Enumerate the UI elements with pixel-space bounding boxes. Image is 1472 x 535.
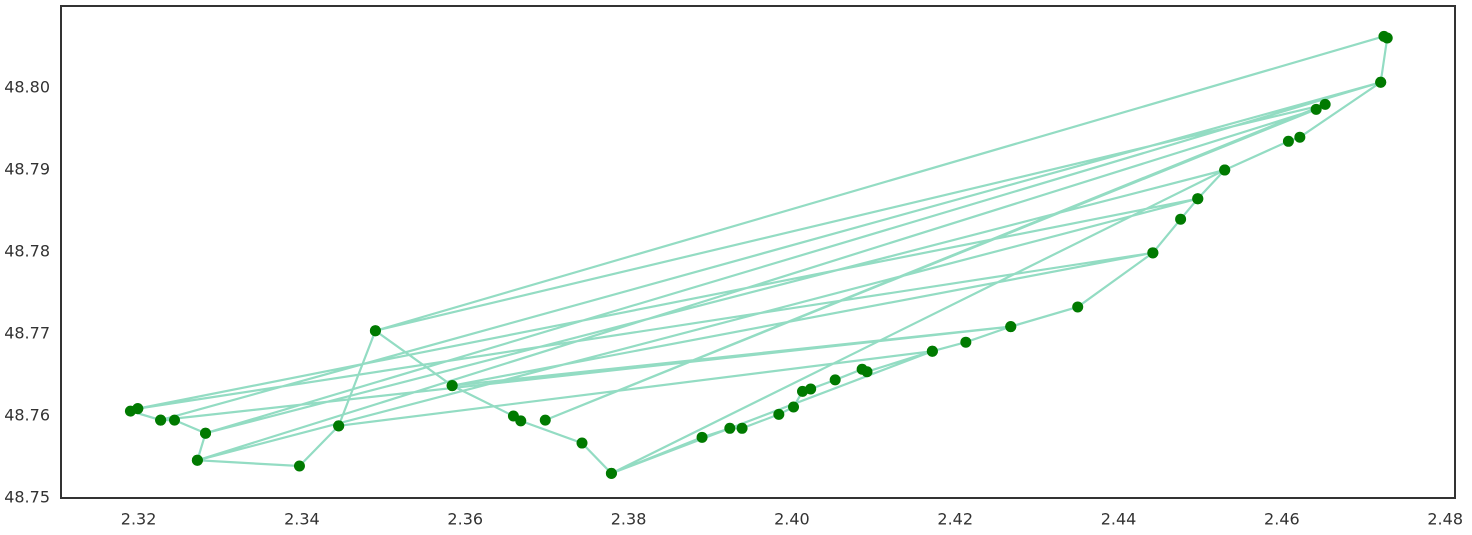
x-tick-label: 2.42 (937, 510, 973, 529)
marker (333, 420, 345, 432)
x-tick-label: 2.48 (1427, 510, 1463, 529)
marker (926, 345, 938, 357)
marker (736, 422, 748, 434)
marker (805, 383, 817, 395)
marker (724, 422, 736, 434)
marker (169, 414, 181, 426)
marker (132, 403, 144, 415)
marker (773, 408, 785, 420)
marker (1175, 213, 1187, 225)
x-tick-label: 2.46 (1264, 510, 1300, 529)
marker (1005, 321, 1017, 333)
marker (1192, 193, 1204, 205)
marker (1319, 98, 1331, 110)
marker (829, 374, 841, 386)
plot-frame (60, 5, 1456, 499)
line (126, 35, 1389, 475)
x-tick-label: 2.36 (447, 510, 483, 529)
marker (1378, 30, 1390, 42)
y-tick-label: 48.77 (4, 324, 50, 343)
marker (191, 454, 203, 466)
y-tick-label: 48.80 (4, 78, 50, 97)
marker (1282, 135, 1294, 147)
x-tick-label: 2.34 (284, 510, 320, 529)
marker (1294, 131, 1306, 143)
x-tick-label: 2.32 (121, 510, 157, 529)
marker (605, 467, 617, 479)
marker (155, 414, 167, 426)
y-tick-label: 48.79 (4, 160, 50, 179)
marker (1310, 103, 1322, 115)
marker (1147, 247, 1159, 259)
y-tick-label: 48.76 (4, 406, 50, 425)
y-tick-label: 48.78 (4, 242, 50, 261)
marker (1375, 76, 1387, 88)
marker (788, 401, 800, 413)
x-tick-label: 2.40 (774, 510, 810, 529)
marker (696, 431, 708, 443)
marker (369, 325, 381, 337)
marker (539, 414, 551, 426)
x-tick-label: 2.44 (1101, 510, 1137, 529)
marker (1219, 164, 1231, 176)
marker (293, 460, 305, 472)
marker (446, 380, 458, 392)
x-tick-label: 2.38 (611, 510, 647, 529)
marker (200, 427, 212, 439)
marker (515, 415, 527, 427)
marker (960, 336, 972, 348)
marker (861, 366, 873, 378)
y-tick-label: 48.75 (4, 488, 50, 507)
marker (576, 437, 588, 449)
marker (1072, 301, 1084, 313)
